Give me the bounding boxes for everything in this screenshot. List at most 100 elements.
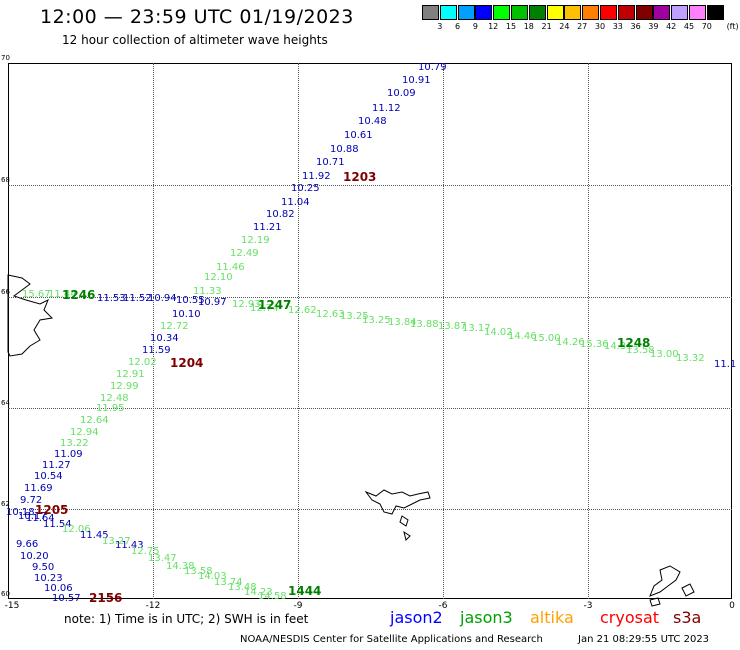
wave-height-value: 11.46 xyxy=(216,262,245,273)
wave-height-value: 11.45 xyxy=(80,530,109,541)
scale-label: 36 xyxy=(630,22,641,31)
scale-label: 70 xyxy=(701,22,712,31)
faroe-islands xyxy=(364,489,431,515)
latitude-label: 64 xyxy=(1,399,10,407)
wave-height-value: 13.48 xyxy=(228,582,257,593)
wave-height-value: 13.58 xyxy=(184,566,213,577)
wave-height-value: 11.09 xyxy=(54,449,83,460)
wave-height-value: 14.38 xyxy=(166,561,195,572)
legend-cryosat: cryosat xyxy=(600,608,660,627)
wave-height-value: 10.82 xyxy=(266,209,295,220)
wave-height-value: 13.00 xyxy=(650,349,679,360)
wave-height-value: 9.66 xyxy=(16,539,39,550)
map-title: 12:00 — 23:59 UTC 01/19/2023 xyxy=(40,6,354,28)
latitude-label: 62 xyxy=(1,500,10,508)
pass-time-label: 1203 xyxy=(343,170,377,184)
scale-label: 39 xyxy=(648,22,659,31)
wave-height-value: 10.23 xyxy=(34,573,63,584)
scale-swatch xyxy=(528,5,546,20)
wave-height-value: 10.20 xyxy=(20,551,49,562)
latitude-gridline xyxy=(8,185,732,186)
generated-timestamp: Jan 21 08:29:55 UTC 2023 xyxy=(578,634,710,645)
wave-height-value: 11.21 xyxy=(253,222,282,233)
longitude-gridline xyxy=(443,63,444,599)
wave-height-value: 13.74 xyxy=(214,577,243,588)
wave-height-value: 13.87 xyxy=(438,321,467,332)
wave-height-value: 10.34 xyxy=(150,333,179,344)
scale-swatch xyxy=(671,5,689,20)
latitude-gridline xyxy=(8,509,732,510)
scale-swatch xyxy=(546,5,564,20)
scale-label: 18 xyxy=(523,22,534,31)
wave-height-value: 11.95 xyxy=(96,403,125,414)
scale-swatch xyxy=(475,5,493,20)
scale-label: 15 xyxy=(505,22,517,31)
scale-label: 9 xyxy=(472,22,478,31)
scale-label: 42 xyxy=(666,22,677,31)
wave-height-value: 10.55 xyxy=(176,295,205,306)
wave-height-value: 10.09 xyxy=(387,88,416,99)
scale-label: 12 xyxy=(488,22,499,31)
wave-height-value: 11.54 xyxy=(43,519,72,530)
pass-time-label: 1444 xyxy=(288,584,322,598)
wave-height-value: 11.44 xyxy=(48,289,77,300)
wave-height-value: 10.48 xyxy=(358,116,387,127)
wave-height-value: 13.25 xyxy=(340,311,369,322)
wave-height-value: 12.64 xyxy=(80,415,109,426)
longitude-gridline xyxy=(153,63,154,599)
wave-height-value: 13.22 xyxy=(60,438,89,449)
wave-height-value: 10.71 xyxy=(316,157,345,168)
wave-height-value: 12.62 xyxy=(288,305,317,316)
wave-height-value: 13.17 xyxy=(462,323,491,334)
wave-height-value: 10.88 xyxy=(330,144,359,155)
wave-height-value: 12.48 xyxy=(100,393,129,404)
wave-height-value: 9.72 xyxy=(20,495,43,506)
scale-label: 21 xyxy=(541,22,552,31)
wave-height-value: 13.84 xyxy=(388,317,417,328)
wave-height-value: 10.57 xyxy=(52,593,81,604)
scale-label: 27 xyxy=(577,22,588,31)
wave-height-value: 11.1 xyxy=(714,359,737,370)
scale-swatch xyxy=(689,5,706,20)
longitude-label: -6 xyxy=(438,601,448,611)
wave-height-value: 12.72 xyxy=(160,321,189,332)
wave-height-value: 11.59 xyxy=(142,345,171,356)
wave-height-value: 14.58 xyxy=(258,591,287,602)
wave-height-value: 12.75 xyxy=(131,546,160,557)
pass-time-label: 1248 xyxy=(617,336,651,350)
scale-label: 33 xyxy=(612,22,623,31)
wave-height-value: 10.18 xyxy=(6,507,35,518)
latitude-gridline xyxy=(8,408,732,409)
wave-height-value: 10.17 xyxy=(18,511,47,522)
wave-height-value: 14.46 xyxy=(508,331,537,342)
wave-height-value: 10.54 xyxy=(34,471,63,482)
wave-height-value: 11.43 xyxy=(115,540,144,551)
wave-height-value: 10.25 xyxy=(291,183,320,194)
scale-swatch xyxy=(564,5,582,20)
scale-swatch xyxy=(582,5,600,20)
scale-swatch xyxy=(493,5,511,20)
wave-height-value: 13.32 xyxy=(676,353,705,364)
wave-height-value: 11.92 xyxy=(302,171,331,182)
longitude-label: 0 xyxy=(729,601,735,611)
wave-height-value: 15.36 xyxy=(580,339,609,350)
wave-height-value: 14.26 xyxy=(556,337,585,348)
longitude-label: -9 xyxy=(293,601,303,611)
pass-time-label: 1247 xyxy=(258,298,292,312)
longitude-gridline xyxy=(588,63,589,599)
scale-swatch xyxy=(600,5,617,20)
scale-label: 24 xyxy=(559,22,570,31)
pass-time-label: 2156 xyxy=(89,591,123,605)
scale-swatch xyxy=(617,5,635,20)
scale-label: 30 xyxy=(594,22,606,31)
scale-swatch xyxy=(706,5,724,20)
wave-height-value: 13.27 xyxy=(102,536,131,547)
wave-height-value: 10.94 xyxy=(148,293,177,304)
wave-height-value: 11.52 xyxy=(123,293,152,304)
wave-height-value: 13.47 xyxy=(148,553,177,564)
scale-swatch xyxy=(653,5,671,20)
wave-height-value: 10.10 xyxy=(172,309,201,320)
wave-height-value: 12.99 xyxy=(110,381,139,392)
wave-height-value: 11.33 xyxy=(193,286,222,297)
